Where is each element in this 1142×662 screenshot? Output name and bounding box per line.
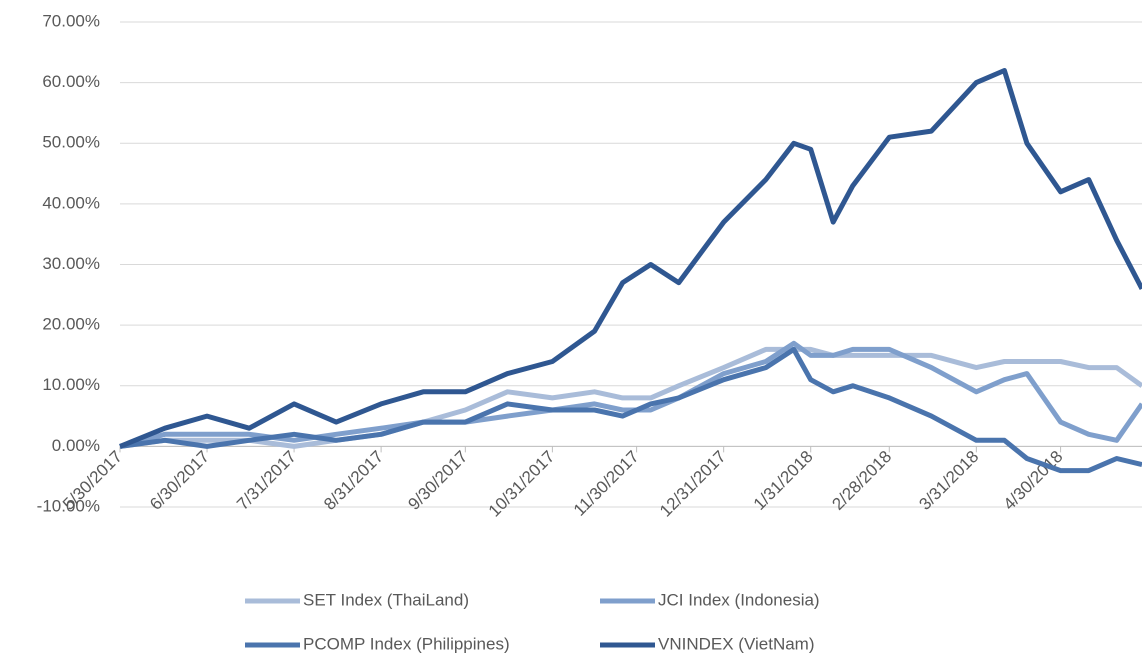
legend-label: JCI Index (Indonesia) xyxy=(658,590,820,609)
series-line xyxy=(119,340,1142,449)
y-tick-label: 30.00% xyxy=(42,254,100,273)
x-tick-label: 12/31/2017 xyxy=(656,447,730,521)
x-tick-label: 9/30/2017 xyxy=(404,447,471,514)
legend-label: VNINDEX (VietNam) xyxy=(658,634,815,653)
series-line xyxy=(119,346,1142,449)
x-tick-label: 7/31/2017 xyxy=(233,447,300,514)
legend-label: SET Index (ThaiLand) xyxy=(303,590,469,609)
x-tick-label: 2/28/2018 xyxy=(828,447,895,514)
x-tick-label: 6/30/2017 xyxy=(146,447,213,514)
y-tick-label: -10.00% xyxy=(37,496,100,515)
x-tick-label: 8/31/2017 xyxy=(320,447,387,514)
y-tick-label: 40.00% xyxy=(42,193,100,212)
series-line xyxy=(119,346,1142,474)
x-tick-label: 10/31/2017 xyxy=(485,447,559,521)
x-tick-label: 3/31/2018 xyxy=(915,447,982,514)
y-tick-label: 0.00% xyxy=(52,436,100,455)
y-tick-label: 60.00% xyxy=(42,72,100,91)
series-line xyxy=(119,68,1142,449)
y-tick-label: 70.00% xyxy=(42,11,100,30)
x-tick-label: 4/30/2018 xyxy=(1000,447,1067,514)
x-tick-label: 1/31/2018 xyxy=(750,447,817,514)
legend-label: PCOMP Index (Philippines) xyxy=(303,634,510,653)
y-tick-label: 20.00% xyxy=(42,315,100,334)
x-tick-label: 11/30/2017 xyxy=(570,447,643,520)
y-tick-label: 10.00% xyxy=(42,375,100,394)
y-tick-label: 50.00% xyxy=(42,133,100,152)
